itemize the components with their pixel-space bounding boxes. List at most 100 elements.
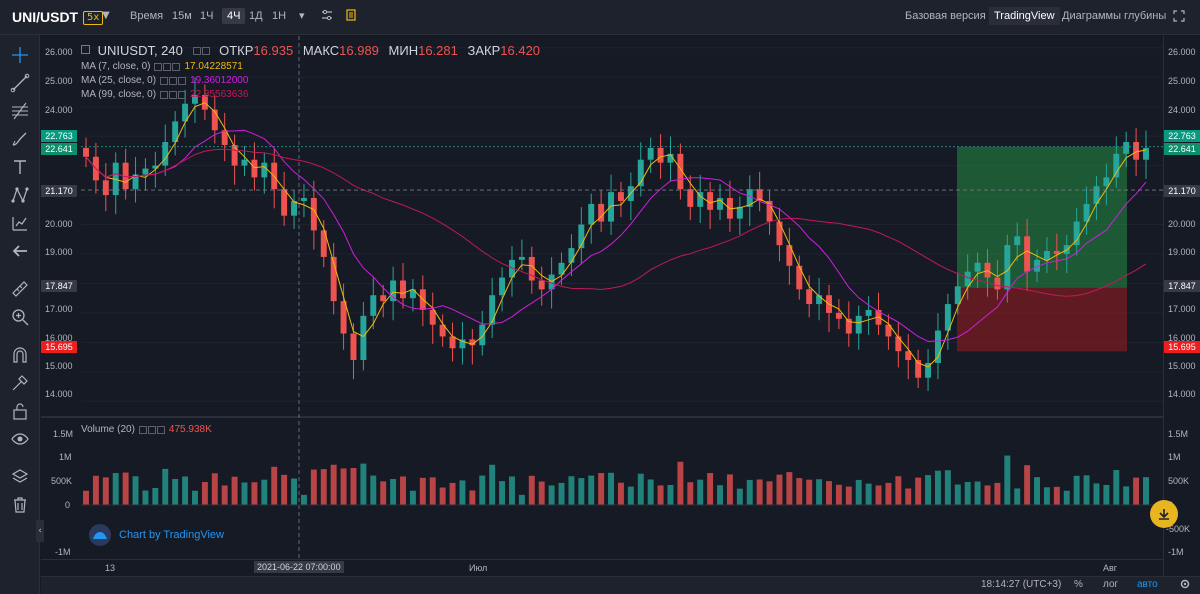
eye-icon[interactable] xyxy=(8,427,32,451)
open-label: ОТКР xyxy=(219,43,254,58)
volume-controls[interactable] xyxy=(138,425,165,434)
candle-body xyxy=(1043,251,1050,260)
candle-body xyxy=(1133,142,1140,160)
volume-bar xyxy=(1053,486,1060,505)
price-tag-crosshair: 21.170 xyxy=(1164,185,1200,197)
volume-bar xyxy=(182,476,189,505)
volume-legend[interactable]: Volume (20) 475.938K xyxy=(81,424,212,435)
ma99-controls[interactable] xyxy=(160,90,187,99)
view-basic[interactable]: Базовая версия xyxy=(905,10,986,22)
volume-bar xyxy=(390,479,397,505)
interval-15m[interactable]: 15м xyxy=(172,10,192,22)
time-label: 13 xyxy=(105,563,116,573)
volume-bar xyxy=(221,485,228,505)
trash-icon[interactable] xyxy=(8,493,32,517)
volume-bar xyxy=(340,468,347,505)
pattern-icon[interactable] xyxy=(8,183,32,207)
brush-icon[interactable] xyxy=(8,127,32,151)
candle-body xyxy=(1093,186,1100,204)
legend-controls[interactable] xyxy=(192,47,210,55)
candle-body xyxy=(954,286,961,305)
candle-body xyxy=(964,271,971,287)
layers-icon[interactable] xyxy=(8,465,32,489)
high-value: 16.989 xyxy=(339,43,379,58)
expand-icon[interactable] xyxy=(1172,9,1186,26)
volume-bar xyxy=(954,484,961,505)
candle-body xyxy=(469,339,476,346)
trend-line-icon[interactable] xyxy=(8,71,32,95)
candle-body xyxy=(489,295,496,325)
candle-body xyxy=(806,289,813,305)
volume-tick: -500K xyxy=(1166,524,1191,534)
symbol-title[interactable]: UNI/USDT xyxy=(12,9,79,25)
interval-time[interactable]: Время xyxy=(130,10,164,22)
indicators-icon[interactable] xyxy=(344,8,358,25)
tick-label: 17.000 xyxy=(1168,304,1196,314)
candle-body xyxy=(211,109,218,131)
interval-1d[interactable]: 1Д xyxy=(249,10,263,22)
fib-tool-icon[interactable] xyxy=(8,99,32,123)
candle-body xyxy=(786,245,793,266)
volume-bar xyxy=(291,478,298,505)
settings-gear-icon[interactable] xyxy=(1179,578,1191,593)
tick-label: 26.000 xyxy=(45,47,73,57)
candle-body xyxy=(439,324,446,337)
chevron-down-icon[interactable]: ▼ xyxy=(102,10,110,21)
volume-bar xyxy=(925,475,932,505)
ma7-legend[interactable]: MA (7, close, 0) 17.04228571 xyxy=(81,61,540,72)
volume-bar xyxy=(1034,477,1040,505)
log-toggle[interactable]: лог xyxy=(1103,579,1119,590)
ma25-controls[interactable] xyxy=(160,76,187,85)
volume-bar xyxy=(905,488,912,505)
crosshair-time-label: 2021-06-22 07:00:00 xyxy=(254,561,344,573)
volume-bar xyxy=(241,482,248,505)
text-icon[interactable] xyxy=(8,155,32,179)
volume-bar xyxy=(578,478,585,505)
clock[interactable]: 18:14:27 (UTC+3) xyxy=(981,579,1062,590)
settings-sliders-icon[interactable] xyxy=(320,8,334,25)
collapse-legend-icon[interactable] xyxy=(81,45,90,54)
candle-body xyxy=(588,203,595,225)
price-tag-crosshair: 21.170 xyxy=(41,185,77,197)
zoom-in-icon[interactable] xyxy=(8,305,32,329)
prediction-icon[interactable] xyxy=(8,211,32,235)
percent-toggle[interactable]: % xyxy=(1074,579,1083,590)
ruler-icon[interactable] xyxy=(8,277,32,301)
candle-body xyxy=(291,200,298,216)
magnet-icon[interactable] xyxy=(8,343,32,367)
ma7-controls[interactable] xyxy=(154,62,181,71)
crosshair-icon[interactable] xyxy=(8,43,32,67)
collapse-toolbar-button[interactable]: ‹ xyxy=(36,520,44,542)
auto-toggle[interactable]: авто xyxy=(1137,579,1158,590)
view-depth-chart[interactable]: Диаграммы глубины xyxy=(1062,10,1167,22)
candle-body xyxy=(578,224,585,249)
candle-body xyxy=(360,315,367,361)
right-price-axis[interactable]: 26.000 25.000 24.000 20.000 19.000 17.00… xyxy=(1163,36,1200,576)
price-chart[interactable] xyxy=(41,36,1163,576)
ma99-legend[interactable]: MA (99, close, 0) 22.35563636 xyxy=(81,89,540,100)
back-arrow-icon[interactable] xyxy=(8,239,32,263)
lock-icon[interactable] xyxy=(8,399,32,423)
lock-drawing-icon[interactable] xyxy=(8,371,32,395)
time-axis[interactable]: 13 Июл Авг 2021-06-22 07:00:00 xyxy=(41,559,1163,576)
interval-1h[interactable]: 1Ч xyxy=(200,10,214,22)
volume-bar xyxy=(826,481,832,505)
tick-label: 24.000 xyxy=(45,105,73,115)
interval-4h[interactable]: 4Ч xyxy=(222,8,246,24)
ma25-legend[interactable]: MA (25, close, 0) 19.36012000 xyxy=(81,75,540,86)
chart-legend: UNIUSDT, 240 ОТКР16.935 МАКС16.989 МИН16… xyxy=(81,43,540,100)
high-label: МАКС xyxy=(302,43,340,58)
tradingview-badge[interactable]: Chart by TradingView xyxy=(89,524,224,546)
interval-1w[interactable]: 1Н xyxy=(272,10,287,22)
candle-body xyxy=(459,339,466,349)
volume-bar xyxy=(677,461,684,505)
candle-body xyxy=(598,203,605,222)
tradingview-link[interactable]: Chart by TradingView xyxy=(119,529,224,541)
candle-body xyxy=(380,295,387,302)
scroll-to-latest-button[interactable] xyxy=(1150,500,1178,528)
candle-body xyxy=(409,289,416,299)
view-tradingview[interactable]: TradingView xyxy=(989,7,1060,25)
candle-body xyxy=(667,153,674,163)
chevron-down-icon[interactable]: ▾ xyxy=(299,10,305,22)
candle-body xyxy=(518,256,525,260)
